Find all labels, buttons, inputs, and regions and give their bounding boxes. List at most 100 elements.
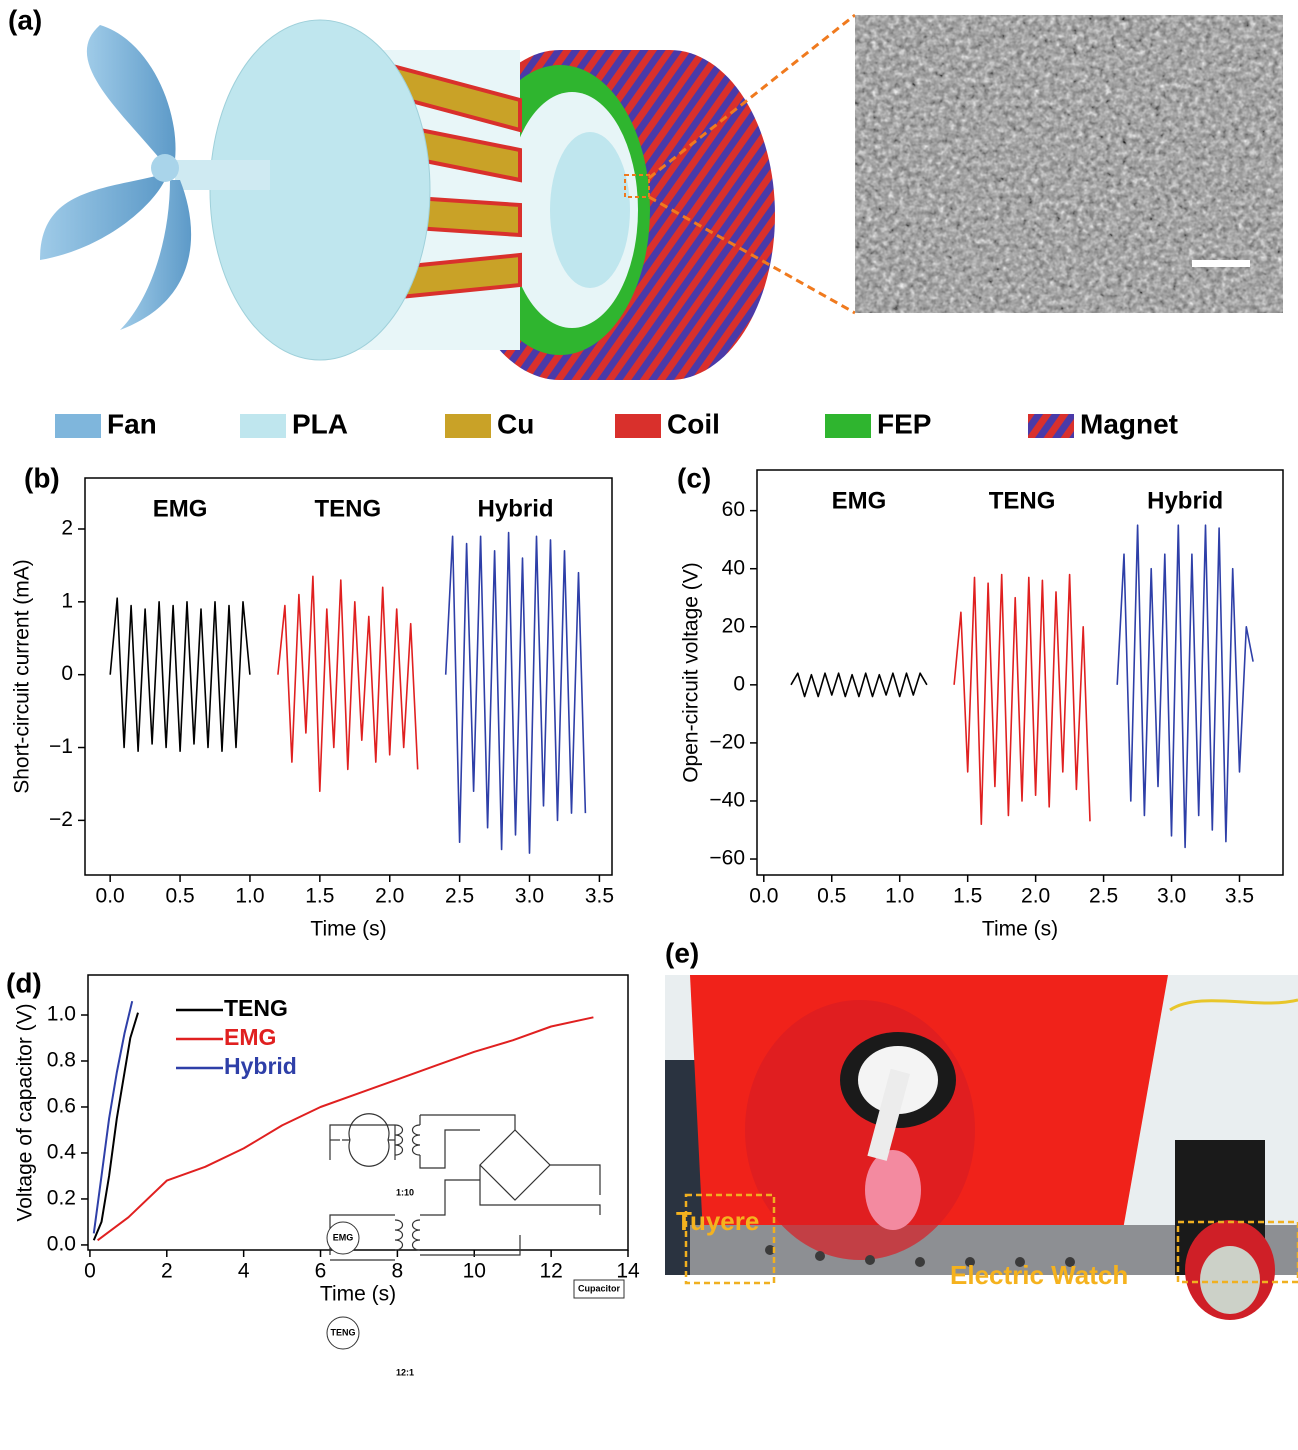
x-tick-label: 3.5 (585, 885, 614, 908)
legend-label: Hybrid (224, 1053, 297, 1079)
legend-label: TENG (224, 995, 288, 1021)
device-illustration (40, 19, 775, 380)
circuit-label: 1:10 (396, 1187, 414, 1197)
zoom-line (648, 195, 856, 315)
x-tick-label: 3.0 (1157, 885, 1186, 908)
circuit-wire (342, 1125, 396, 1160)
photo (665, 975, 1298, 1320)
x-tick-label: 0.5 (817, 885, 846, 908)
y-tick-label: 0 (733, 672, 745, 695)
circuit-label: EMG (333, 1232, 354, 1242)
circuit-label: TENG (330, 1327, 355, 1337)
plot-frame (87, 974, 629, 1251)
legend-swatch (825, 414, 871, 438)
circuit-label: 12:1 (396, 1367, 414, 1377)
x-tick-label: 6 (315, 1260, 327, 1283)
panel-label: (b) (24, 462, 60, 493)
legend-label: Magnet (1080, 408, 1178, 439)
x-tick-label: 8 (392, 1260, 404, 1283)
series-label: EMG (832, 487, 887, 514)
sem-texture (855, 15, 1283, 313)
x-tick-label: 10 (463, 1260, 486, 1283)
data-line (92, 1012, 139, 1241)
legend-swatch (240, 414, 286, 438)
x-tick-label: 4 (238, 1260, 250, 1283)
x-tick-label: 3.5 (1225, 885, 1254, 908)
circuit-wire (394, 1219, 404, 1251)
x-tick-label: 2.0 (1021, 885, 1050, 908)
x-tick-label: 0 (84, 1260, 96, 1283)
x-tick-label: 2.5 (445, 885, 474, 908)
circuit-source (326, 1221, 360, 1255)
legend-swatch (445, 414, 491, 438)
data-line (277, 575, 419, 792)
y-tick-label: −60 (709, 847, 745, 870)
series-label: Hybrid (478, 495, 554, 522)
y-tick-label: 20 (722, 614, 745, 637)
y-tick-label: −20 (709, 730, 745, 753)
circuit-wire (329, 1124, 395, 1160)
series-label: TENG (989, 487, 1056, 514)
circuit-wire (419, 1115, 480, 1169)
circuit-wire (394, 1124, 404, 1156)
panel-label: (a) (8, 4, 42, 35)
y-tick-label: 0.8 (47, 1049, 76, 1072)
zoom-box (624, 174, 650, 198)
y-tick-label: 1 (61, 589, 73, 612)
x-tick-label: 2.0 (375, 885, 404, 908)
panel-label: (c) (677, 462, 711, 493)
legend-swatch (55, 414, 101, 438)
series-label: TENG (314, 495, 381, 522)
scale-bar (1192, 260, 1250, 267)
zoom-line (648, 13, 856, 180)
series-label: EMG (153, 495, 208, 522)
y-tick-label: −1 (49, 735, 73, 758)
legend-label: EMG (224, 1024, 276, 1050)
data-line (92, 1000, 134, 1234)
plot-frame (84, 477, 613, 876)
y-tick-label: 0.0 (47, 1232, 76, 1255)
photo-label: Tuyere (676, 1206, 759, 1236)
circuit-wire (479, 1164, 601, 1215)
legend-label: Coil (667, 408, 720, 439)
x-tick-label: 2.5 (1089, 885, 1118, 908)
x-tick-label: 1.5 (305, 885, 334, 908)
x-axis-title: Time (s) (320, 1283, 396, 1306)
y-tick-label: 0 (61, 662, 73, 685)
y-axis-title: Open-circuit voltage (V) (680, 562, 703, 783)
x-tick-label: 1.0 (235, 885, 264, 908)
circuit-wire (479, 1129, 551, 1201)
circuit-wire (420, 1179, 521, 1256)
y-tick-label: −2 (49, 808, 73, 831)
x-axis-title: Time (s) (982, 918, 1058, 941)
circuit-label: Cupacitor (578, 1283, 621, 1293)
legend-label: Cu (497, 408, 534, 439)
circuit-inset: 1:10 EMG TENG 12:1 Cupacitor (326, 1113, 625, 1377)
data-line (790, 672, 928, 698)
x-tick-label: 1.0 (885, 885, 914, 908)
legend-label: Fan (107, 408, 157, 439)
data-line (953, 573, 1091, 825)
data-line (109, 597, 251, 752)
x-tick-label: 12 (539, 1260, 562, 1283)
y-tick-label: 60 (722, 498, 745, 521)
y-tick-label: 40 (722, 556, 745, 579)
panel-label: (d) (6, 967, 42, 998)
x-tick-label: 0.0 (96, 885, 125, 908)
x-tick-label: 0.0 (749, 885, 778, 908)
x-tick-label: 3.0 (515, 885, 544, 908)
legend-swatch (615, 414, 661, 438)
x-tick-label: 2 (161, 1260, 173, 1283)
y-tick-label: −40 (709, 789, 745, 812)
y-tick-label: 2 (61, 517, 73, 540)
legend-label: PLA (292, 408, 348, 439)
legend-swatch (1028, 414, 1074, 438)
y-axis-title: Short-circuit current (mA) (11, 559, 34, 794)
y-tick-label: 0.6 (47, 1095, 76, 1118)
legend-label: FEP (877, 408, 931, 439)
circuit-wire (420, 1114, 516, 1130)
y-tick-label: 1.0 (47, 1003, 76, 1026)
data-line (444, 531, 587, 854)
circuit-source (326, 1316, 360, 1350)
